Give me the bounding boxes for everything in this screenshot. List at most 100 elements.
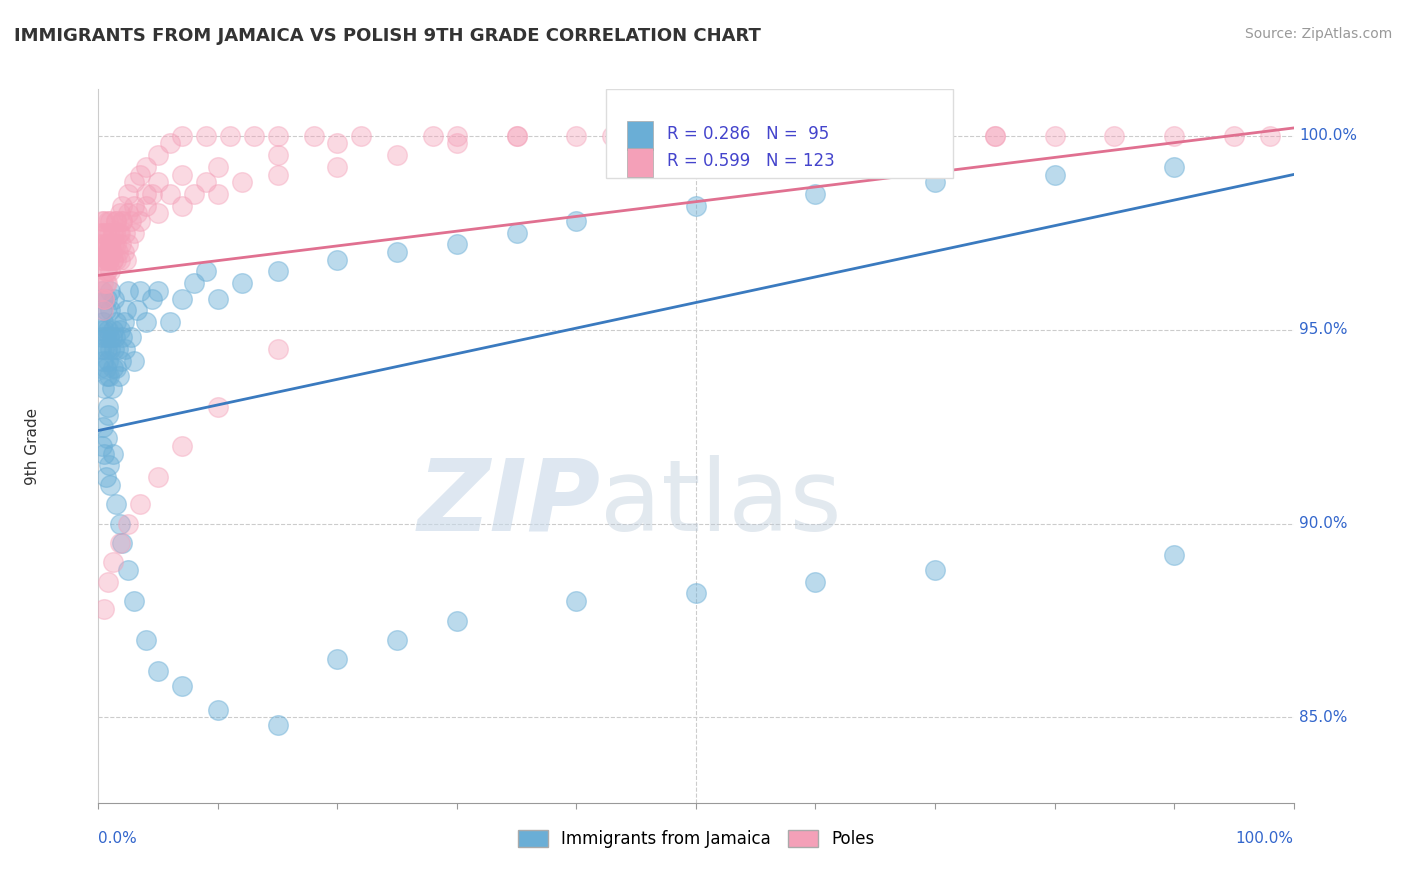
- Text: 95.0%: 95.0%: [1299, 322, 1348, 337]
- Point: [141, 292, 163, 306]
- Point: [600, 128, 623, 143]
- Point: [709, 128, 731, 143]
- Point: [98, 264, 122, 278]
- Point: [110, 353, 132, 368]
- Point: [446, 614, 468, 628]
- Point: [1222, 128, 1246, 143]
- Point: [94, 226, 117, 240]
- Point: [104, 226, 127, 240]
- Point: [96, 431, 118, 445]
- Point: [90, 323, 112, 337]
- Point: [108, 536, 131, 550]
- Point: [219, 128, 242, 143]
- Point: [91, 252, 114, 267]
- Point: [124, 353, 146, 368]
- Point: [506, 226, 529, 240]
- Point: [105, 237, 128, 252]
- Point: [98, 284, 122, 298]
- Point: [101, 252, 124, 267]
- Point: [148, 148, 170, 162]
- Point: [125, 206, 148, 220]
- Point: [91, 245, 114, 260]
- Point: [98, 477, 122, 491]
- Point: [107, 342, 129, 356]
- Point: [385, 148, 409, 162]
- Point: [90, 226, 112, 240]
- Point: [172, 128, 194, 143]
- Point: [108, 226, 131, 240]
- Point: [385, 632, 409, 647]
- Point: [148, 284, 170, 298]
- Point: [422, 128, 444, 143]
- Point: [97, 245, 120, 260]
- Point: [91, 303, 114, 318]
- Point: [194, 264, 217, 278]
- Point: [91, 353, 114, 368]
- Point: [267, 128, 290, 143]
- Point: [98, 369, 121, 384]
- Point: [97, 323, 120, 337]
- Point: [94, 330, 117, 344]
- Point: [97, 252, 120, 267]
- Point: [94, 245, 117, 260]
- Point: [93, 602, 115, 616]
- Point: [93, 237, 115, 252]
- Point: [129, 168, 152, 182]
- Point: [114, 226, 136, 240]
- Point: [93, 292, 115, 306]
- Point: [207, 703, 229, 717]
- Point: [326, 160, 349, 174]
- Point: [194, 128, 217, 143]
- Point: [110, 237, 132, 252]
- Point: [98, 342, 122, 356]
- Point: [159, 136, 181, 151]
- Point: [172, 292, 194, 306]
- Point: [267, 342, 290, 356]
- Point: [101, 323, 124, 337]
- Point: [105, 252, 128, 267]
- Point: [107, 245, 129, 260]
- Point: [97, 214, 120, 228]
- Point: [983, 128, 1005, 143]
- Point: [125, 303, 148, 318]
- Point: [565, 128, 588, 143]
- Point: [685, 128, 707, 143]
- Point: [108, 516, 131, 531]
- Point: [91, 284, 114, 298]
- Point: [135, 315, 157, 329]
- Point: [93, 447, 115, 461]
- Text: atlas: atlas: [600, 455, 842, 551]
- Point: [101, 226, 124, 240]
- Point: [91, 276, 114, 290]
- Point: [506, 128, 529, 143]
- Point: [105, 214, 128, 228]
- Point: [91, 330, 114, 344]
- Point: [101, 226, 124, 240]
- Point: [93, 214, 115, 228]
- Point: [804, 186, 827, 201]
- Point: [207, 292, 229, 306]
- Point: [207, 186, 229, 201]
- Point: [112, 315, 135, 329]
- Point: [685, 198, 707, 212]
- Point: [96, 276, 118, 290]
- Point: [94, 264, 117, 278]
- Point: [350, 128, 373, 143]
- Point: [100, 330, 122, 344]
- Point: [105, 361, 128, 376]
- Point: [172, 680, 194, 694]
- Point: [124, 198, 146, 212]
- Point: [120, 330, 142, 344]
- Point: [565, 214, 588, 228]
- Point: [117, 284, 139, 298]
- Point: [172, 439, 194, 453]
- Point: [105, 497, 128, 511]
- Point: [267, 148, 290, 162]
- Point: [194, 175, 217, 189]
- Point: [1043, 168, 1066, 182]
- Point: [1163, 128, 1185, 143]
- Point: [1258, 128, 1281, 143]
- Point: [97, 353, 120, 368]
- Point: [94, 303, 117, 318]
- Point: [117, 516, 139, 531]
